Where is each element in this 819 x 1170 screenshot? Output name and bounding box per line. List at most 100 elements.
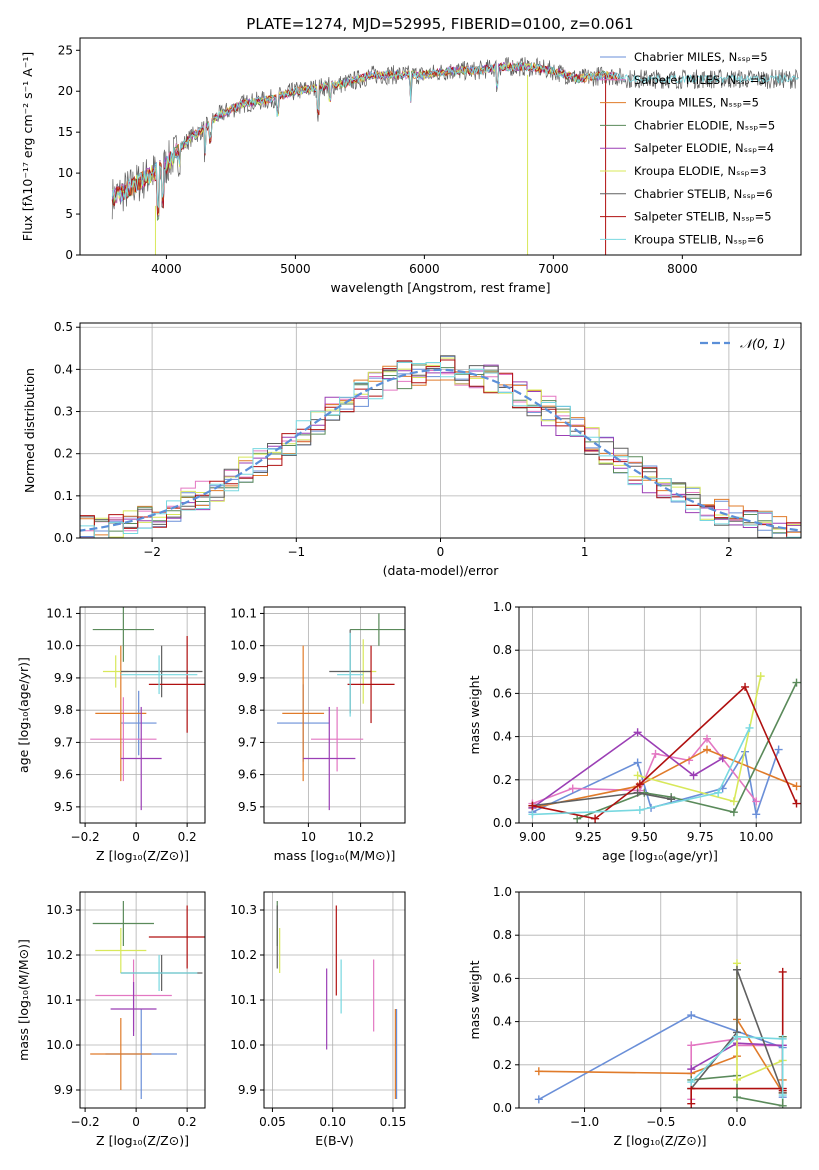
y-axis-label: Normed distribution <box>22 368 37 493</box>
plot-area <box>528 672 801 823</box>
weight-point <box>778 967 787 976</box>
y-tick-label: 10.3 <box>230 903 257 917</box>
x-tick-label: 1 <box>581 545 589 559</box>
x-axis-label: age [log₁₀(age/yr)] <box>602 848 718 863</box>
weight-point <box>528 801 537 810</box>
plot-area <box>90 607 205 811</box>
weight-point <box>633 758 642 767</box>
legend-label: Salpeter ELODIE, Nₛₛₚ=4 <box>634 141 774 155</box>
y-tick-label: 9.8 <box>54 703 73 717</box>
weight-point <box>756 672 765 681</box>
legend: Chabrier MILES, Nₛₛₚ=5 Salpeter MILES, Nₛ… <box>600 50 775 246</box>
weight-point <box>633 771 642 780</box>
plot-area <box>534 959 787 1108</box>
chart-title: PLATE=1274, MJD=52995, FIBERID=0100, z=0… <box>246 15 633 33</box>
legend-label: Chabrier STELIB, Nₛₛₚ=6 <box>634 187 773 201</box>
y-tick-label: 0.2 <box>493 773 512 787</box>
plot-spectrum: 4000 5000 6000 7000 8000 0 5 10 15 20 25 wavelength… <box>20 15 802 295</box>
x-tick-label: 0 <box>437 545 445 559</box>
y-tick-label: 10.2 <box>46 948 73 962</box>
weight-point <box>591 814 600 823</box>
y-tick-label: 0.6 <box>493 971 512 985</box>
y-tick-label: 9.8 <box>238 703 257 717</box>
x-axis-label: wavelength [Angstrom, rest frame] <box>330 280 550 295</box>
x-tick-label: 7000 <box>538 262 569 276</box>
weight-point <box>534 1095 543 1104</box>
y-tick-label: 0.2 <box>54 447 73 461</box>
weight-point <box>651 749 660 758</box>
axes-frame <box>518 606 802 824</box>
y-tick-label: 0.0 <box>493 816 512 830</box>
axes-frame <box>79 37 802 256</box>
weight-point <box>687 1011 696 1020</box>
weight-point <box>633 728 642 737</box>
axes-frame <box>79 606 206 824</box>
weight-point <box>667 795 676 804</box>
weight-point <box>732 965 741 974</box>
x-tick-label: 9.25 <box>575 830 602 844</box>
y-tick-label: 10.3 <box>46 903 73 917</box>
x-tick-label: 4000 <box>151 262 182 276</box>
y-tick-label: 0.3 <box>54 405 73 419</box>
y-tick-label: 0.2 <box>493 1058 512 1072</box>
axes-frame <box>263 606 406 824</box>
weight-point <box>528 810 537 819</box>
x-tick-label: 0 <box>132 830 140 844</box>
y-tick-label: 10.1 <box>230 606 257 620</box>
y-tick-label: 0 <box>65 248 73 262</box>
legend-label: Salpeter STELIB, Nₛₛₚ=5 <box>634 210 772 224</box>
y-axis-label: age [log₁₀(age/yr)] <box>16 657 31 773</box>
plot-age-vs-mass: 10 10.2 9.5 9.6 9.7 9.8 9.9 10.0 10.1 mass [log₁₀… <box>230 606 406 863</box>
y-tick-label: 0.8 <box>493 928 512 942</box>
weight-point <box>633 788 642 797</box>
axes-frame <box>518 891 802 1109</box>
y-tick-label: 15 <box>58 125 73 139</box>
weight-point <box>741 682 750 691</box>
y-tick-label: 10.0 <box>46 1038 73 1052</box>
weight-point <box>687 1078 696 1087</box>
x-tick-label: 10 <box>301 830 316 844</box>
y-axis-label: mass [log₁₀(M/M⊙)] <box>16 939 31 1061</box>
y-tick-label: 9.6 <box>238 768 257 782</box>
x-tick-label: −1 <box>287 545 305 559</box>
x-tick-label: 6000 <box>409 262 440 276</box>
y-tick-label: 0.0 <box>54 531 73 545</box>
weight-point <box>635 780 644 789</box>
y-tick-label: 9.5 <box>238 800 257 814</box>
spectrum-line <box>111 62 799 209</box>
legend-label: 𝒩(0, 1) <box>740 336 786 351</box>
x-tick-label: 9.00 <box>519 830 546 844</box>
plot-age-vs-Z: −0.2 0 0.2 9.5 9.6 9.7 9.8 9.9 10.0 10.1 Z [log₁₀(… <box>16 606 206 863</box>
x-tick-label: −0.2 <box>71 830 100 844</box>
y-tick-label: 0.4 <box>54 362 73 376</box>
x-tick-label: 0.2 <box>178 1115 197 1129</box>
weight-point <box>732 1093 741 1102</box>
weight-point <box>792 782 801 791</box>
x-tick-label: 10.00 <box>739 830 773 844</box>
plot-mass-vs-Z: −0.2 0 0.2 9.9 10.0 10.1 10.2 10.3 Z [log₁₀(Z/Z⊙… <box>16 891 206 1148</box>
y-tick-label: 0.6 <box>493 686 512 700</box>
y-tick-label: 9.9 <box>238 1083 257 1097</box>
legend-label: Kroupa MILES, Nₛₛₚ=5 <box>634 96 759 110</box>
weight-point <box>729 797 738 806</box>
plot-residuals: −2 −1 0 1 2 0.0 0.1 0.2 0.3 0.4 0.5 (data-model)/er… <box>22 320 802 578</box>
y-axis-label: mass weight <box>467 675 482 754</box>
plot-mass-weight-vs-Z: −1.0 −0.5 0.0 0.0 0.2 0.4 0.6 0.8 1.0 Z [log₁₀(Z/… <box>467 885 802 1148</box>
y-tick-label: 10.1 <box>46 993 73 1007</box>
plot-area <box>276 901 398 1099</box>
x-tick-label: −0.5 <box>646 1115 675 1129</box>
y-tick-label: 5 <box>65 207 73 221</box>
y-tick-label: 25 <box>58 43 73 57</box>
y-tick-label: 10.0 <box>46 639 73 653</box>
plot-area <box>90 901 205 1099</box>
y-axis-label: Flux [fλ10⁻¹⁷ erg cm⁻² s⁻¹ A⁻¹] <box>20 52 35 241</box>
x-tick-label: 0 <box>132 1115 140 1129</box>
weight-point <box>687 1041 696 1050</box>
y-tick-label: 9.6 <box>54 768 73 782</box>
x-tick-label: −2 <box>143 545 161 559</box>
weight-point <box>752 810 761 819</box>
y-tick-label: 0.1 <box>54 489 73 503</box>
y-tick-label: 0.0 <box>493 1101 512 1115</box>
weight-series-line <box>532 727 751 816</box>
